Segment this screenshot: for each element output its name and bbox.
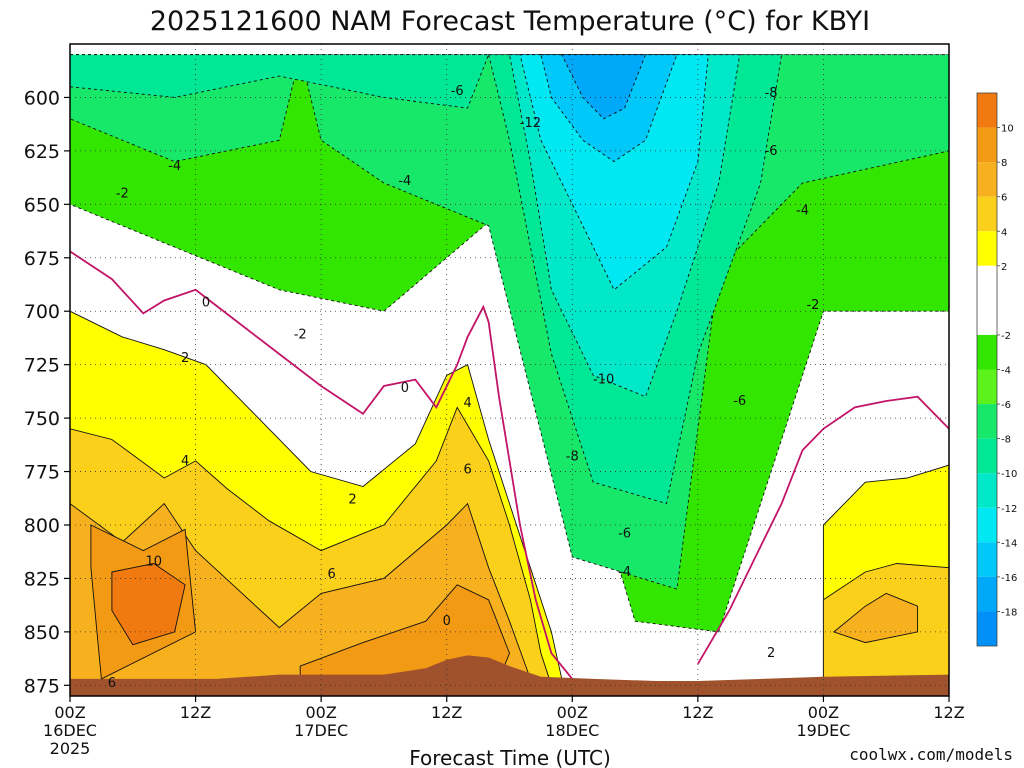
contour-label: 0 [202,296,210,311]
plot-area: -6 -12 -8 -4 -4 -6 -2 -4 0 -2 -2 2 0 -10 -6 4 -8 4 6 2 -6 10 6… [70,44,949,696]
contour-label: -10 [593,373,614,388]
colorbar-swatch [977,93,997,128]
colorbar-label: 4 [1001,227,1007,238]
x-tick-label: 00Z [305,703,336,722]
x-date-label: 16DEC [43,721,97,740]
colorbar-label: -6 [1001,400,1011,411]
y-tick-label: 750 [24,408,60,430]
contour-label: -4 [618,565,631,580]
colorbar-swatch [977,265,997,335]
colorbar-label: 10 [1001,124,1014,135]
colorbar-swatch [977,127,997,163]
colorbar-swatch [977,231,997,266]
contour-label: -8 [566,450,579,465]
x-axis-label: Forecast Time (UTC) [409,746,611,768]
colorbar-label: 8 [1001,158,1007,169]
y-tick-label: 600 [24,87,60,109]
contour-label: -12 [520,116,541,131]
colorbar-label: -18 [1001,607,1017,618]
x-date-label: 17DEC [294,721,348,740]
x-tick-label: 00Z [557,703,588,722]
contour-label: -8 [765,86,778,101]
colorbar-swatch [977,473,997,508]
y-tick-label: 700 [24,301,60,323]
y-tick-label: 675 [24,248,60,270]
zero-contour-line [70,250,573,680]
x-tick-label: 12Z [682,703,713,722]
contour-label: 10 [145,554,162,569]
temp-region--18-to--16 [561,54,647,120]
x-date-label: 18DEC [545,721,599,740]
contour-label: -6 [451,84,464,99]
chart-title: 2025121600 NAM Forecast Temperature (°C)… [150,6,870,37]
colorbar-label: 2 [1001,262,1007,273]
terrain-ground [70,655,949,696]
x-tick-label: 12Z [180,703,211,722]
y-tick-label: 625 [24,141,60,163]
contour-label: 6 [464,462,472,477]
colorbar-swatch [977,162,997,197]
contour-label: 4 [464,396,472,411]
contour-label: 4 [181,454,189,469]
colorbar-swatch [977,369,997,405]
contour-label: 2 [181,351,189,366]
contour-label: -6 [765,144,778,159]
credit-text: coolwx.com/models [849,745,1013,764]
temp-region-6-to-8 [832,592,919,644]
contour-label: 6 [108,676,116,691]
contour-label: -4 [398,174,411,189]
colorbar-label: -10 [1001,469,1017,480]
zero-contour-line [697,395,949,665]
plot-frame [69,43,950,697]
colorbar-swatch [977,611,997,646]
contour-label: 6 [327,567,335,582]
contour-label: 0 [401,381,409,396]
colorbar-swatch [977,438,997,474]
colorbar-swatch [977,507,997,543]
y-tick-label: 725 [24,355,60,377]
x-year-label: 2025 [50,739,91,758]
y-tick-label: 850 [24,622,60,644]
y-tick-label: 650 [24,194,60,216]
colorbar-label: -4 [1001,366,1011,377]
colorbar-swatch [977,576,997,612]
colorbar: 10 8 6 4 2 -2 -4 -6 -8 -10 -12 -14 -16 -18 [976,92,1017,647]
colorbar-swatch [977,334,997,370]
colorbar-label: -12 [1001,504,1017,515]
y-tick-label: 775 [24,462,60,484]
x-tick-label: 00Z [54,703,85,722]
x-tick-label: 12Z [431,703,462,722]
contour-label: 0 [443,614,451,629]
y-tick-label: 875 [24,675,60,697]
contour-label: -2 [116,187,129,202]
contour-label: -2 [294,328,307,343]
colorbar-swatch [977,542,997,577]
x-tick-label: 00Z [808,703,839,722]
x-date-label: 19DEC [796,721,850,740]
contour-label: -2 [806,298,819,313]
colorbar-label: -8 [1001,435,1011,446]
x-tick-label: 12Z [933,703,964,722]
y-tick-label: 800 [24,515,60,537]
colorbar-swatch [977,404,997,439]
temp-region-10-to-12 [111,563,186,646]
contour-label: 2 [348,492,356,507]
colorbar-label: 6 [1001,193,1007,204]
temp-region--10-to--8 [70,54,490,109]
contour-label: -4 [796,204,809,219]
contour-label: -6 [618,527,631,542]
colorbar-label: -14 [1001,538,1017,549]
contour-label: 2 [767,646,775,661]
colorbar-swatch [977,196,997,232]
contour-label: -6 [733,394,746,409]
y-axis: 600 625 650 675 700 725 750 775 800 825 850 875 [24,87,70,697]
contour-label: -4 [168,159,181,174]
colorbar-label: -2 [1001,331,1011,342]
y-tick-label: 825 [24,568,60,590]
colorbar-label: -16 [1001,573,1017,584]
